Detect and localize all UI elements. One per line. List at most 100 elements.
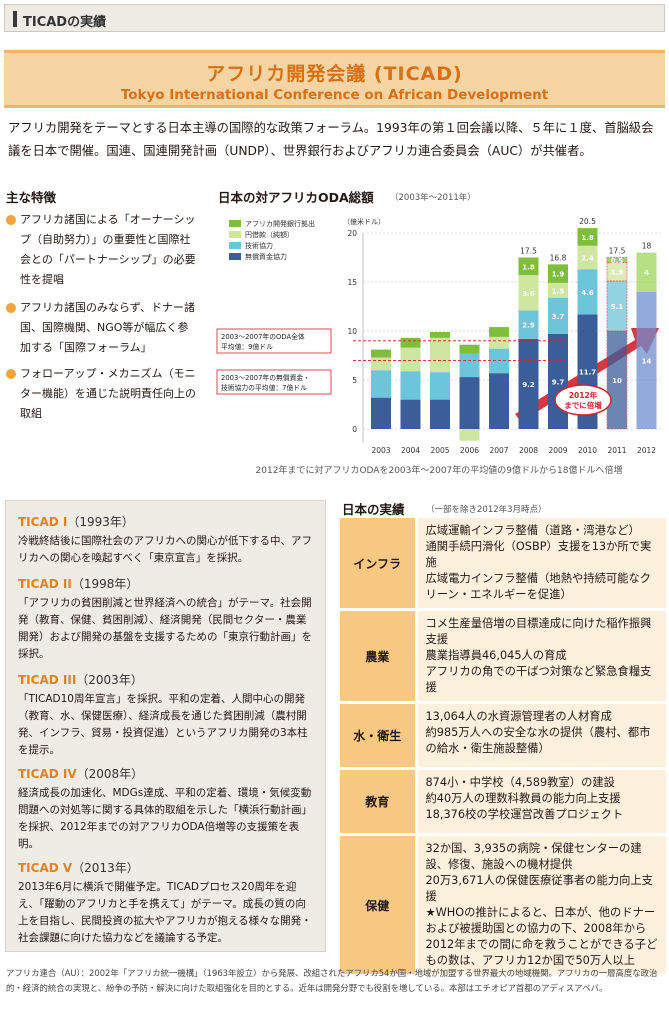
annotation-text: 2003～2007年の無償資金・ bbox=[221, 373, 310, 382]
legend-label: アフリカ開発銀行拠出 bbox=[245, 219, 315, 228]
bar-segment bbox=[548, 297, 568, 334]
bar-segment bbox=[577, 245, 598, 270]
row-category: 保健 bbox=[340, 834, 418, 977]
bar-segment bbox=[430, 331, 450, 338]
x-tick-label: 2003 bbox=[371, 446, 390, 455]
bar-segment bbox=[518, 310, 539, 339]
data-label: 3.7 bbox=[552, 313, 565, 321]
bullet-icon bbox=[6, 215, 16, 225]
history-year: （1998年） bbox=[71, 577, 139, 591]
history-year: （2003年） bbox=[76, 673, 143, 687]
row-category: 水・衛生 bbox=[340, 702, 418, 770]
data-label: 3.6 bbox=[522, 290, 535, 298]
annotation-box bbox=[216, 369, 332, 395]
data-label: 2.4 bbox=[581, 255, 594, 263]
history-item: TICAD V（2013年） 2013年6月に横浜で開催予定。TICADプロセス2… bbox=[18, 859, 316, 947]
feature-item: アフリカ諸国のみならず、ドナー諸国、国際機関、NGO等が幅広く参加する「国際フォ… bbox=[6, 298, 196, 358]
bar-segment bbox=[577, 269, 598, 315]
feature-text: アフリカ諸国のみならず、ドナー諸国、国際機関、NGO等が幅広く参加する「国際フォ… bbox=[20, 301, 196, 354]
table-row: 教育 874小・中学校（4,589教室）の建設 約40万人の理数科教員の能力向上支… bbox=[340, 768, 666, 836]
features-title: 主な特徴 bbox=[6, 190, 57, 205]
bar-segment bbox=[606, 257, 628, 263]
x-tick-label: 2004 bbox=[401, 446, 420, 455]
row-text: コメ生産量倍増の目標達成に向けた稲作振興支援 農業指導員46,045人の育成 ア… bbox=[416, 609, 666, 704]
bar-segment bbox=[400, 399, 421, 429]
doubling-badge bbox=[554, 384, 612, 416]
bullet-icon bbox=[6, 303, 16, 313]
section-header: TICADの実績 bbox=[4, 4, 665, 32]
bar-segment bbox=[430, 372, 450, 400]
bar-segment bbox=[518, 338, 539, 429]
x-tick-label: 2011 bbox=[607, 446, 626, 455]
section-title: TICADの実績 bbox=[23, 15, 107, 30]
legend-swatch bbox=[229, 242, 241, 249]
results-subtitle: （一部を除き2012年3月時点） bbox=[426, 505, 547, 515]
bar-segment bbox=[400, 347, 421, 372]
data-label: 1.9 bbox=[611, 269, 624, 277]
legend-swatch bbox=[229, 231, 241, 238]
y-tick-label: 15 bbox=[347, 278, 357, 287]
feature-text: アフリカ諸国による「オーナーシップ（自助努力）」の重要性と国際社会との「パートナ… bbox=[20, 213, 196, 286]
data-label: 9.2 bbox=[522, 381, 535, 389]
feature-item: アフリカ諸国による「オーナーシップ（自助努力）」の重要性と国際社会との「パートナ… bbox=[6, 210, 196, 290]
results-table: インフラ 広域運輸インフラ整備（道路・湾港など） 通関手続円滑化（OSBP）支援を… bbox=[340, 518, 666, 977]
banner-title-en: Tokyo International Conference on Africa… bbox=[120, 87, 549, 103]
x-tick-label: 2007 bbox=[489, 446, 508, 455]
x-tick-label: 2012 bbox=[637, 446, 656, 455]
history-item: TICAD III（2003年） 「TICAD10周年宣言」を採択。平和の定着、人… bbox=[18, 671, 316, 759]
history-desc: 「TICAD10周年宣言」を採択。平和の定着、人間中心の開発（教育、水、保健医療… bbox=[18, 693, 308, 756]
bar-segment bbox=[430, 337, 450, 373]
row-category: 農業 bbox=[340, 609, 418, 704]
history-item: TICAD IV（2008年） 経済成長の加速化、MDGs達成、平和の定着、環境・… bbox=[18, 765, 316, 853]
row-text: 874小・中学校（4,589教室）の建設 約40万人の理数科教員の能力向上支援 … bbox=[416, 768, 666, 836]
data-label: 4.6 bbox=[581, 289, 594, 297]
feature-item: フォローアップ・メカニズム（モニター機能）を通じた説明責任向上の取組 bbox=[6, 364, 196, 424]
doubling-text: までに倍増 bbox=[564, 400, 602, 410]
legend-label: 無償資金協力 bbox=[245, 252, 287, 261]
row-text: 32か国、3,935の病院・保健センターの建設、修復、施設への機材提供 20万3… bbox=[416, 834, 666, 977]
history-item: TICAD I（1993年） 冷戦終結後に国際社会のアフリカへの関心が低下する中、… bbox=[18, 513, 316, 567]
doubling-text: 2012年 bbox=[569, 390, 598, 400]
x-tick-label: 2005 bbox=[430, 446, 449, 455]
history-item: TICAD II（1998年） 「アフリカの貧困削減と世界経済への統合」がテーマ。… bbox=[18, 575, 316, 663]
y-tick-label: 10 bbox=[347, 327, 357, 336]
row-category: インフラ bbox=[340, 518, 418, 611]
history-desc: 経済成長の加速化、MDGs達成、平和の定着、環境・気候変動問題への対処等に関する… bbox=[18, 787, 312, 850]
data-label: 1.8 bbox=[522, 263, 535, 271]
annotation-box bbox=[216, 328, 332, 354]
results-title: 日本の実績 bbox=[342, 502, 405, 517]
annotation-text: 2003～2007年のODA全体 bbox=[221, 332, 305, 341]
total-label: 17.5 bbox=[609, 247, 626, 256]
table-row: インフラ 広域運輸インフラ整備（道路・湾港など） 通関手続円滑化（OSBP）支援を… bbox=[340, 518, 666, 611]
data-label: 2.9 bbox=[522, 322, 535, 330]
chart-note: 2012年までに対アフリカODAを2003年～2007年の平均値の9億ドルから1… bbox=[255, 466, 623, 476]
bar-segment bbox=[636, 291, 657, 429]
history-name: TICAD IV bbox=[18, 767, 77, 781]
table-row: 農業 コメ生産量倍増の目標達成に向けた稲作振興支援 農業指導員46,045人の育成… bbox=[340, 609, 666, 704]
legend-label: 技術協力 bbox=[245, 241, 273, 250]
row-text: 広域運輸インフラ整備（道路・湾港など） 通関手続円滑化（OSBP）支援を13か所… bbox=[416, 518, 666, 611]
table-row: 保健 32か国、3,935の病院・保健センターの建設、修復、施設への機材提供 20… bbox=[340, 834, 666, 977]
history-name: TICAD III bbox=[18, 673, 77, 687]
bar-segment bbox=[577, 228, 598, 246]
x-tick-label: 2009 bbox=[548, 446, 567, 455]
history-year: （1993年） bbox=[67, 515, 134, 529]
history-year: （2013年） bbox=[72, 861, 139, 875]
data-label: 0.5 bbox=[611, 257, 624, 265]
bar-segment bbox=[489, 348, 509, 374]
data-label: 4 bbox=[644, 269, 649, 277]
header-accent-bar bbox=[13, 11, 17, 27]
history-name: TICAD I bbox=[18, 515, 68, 529]
row-text: 13,064人の水資源管理者の人材育成 約985万人への安全な水の提供（農村、都… bbox=[416, 702, 666, 770]
history-desc: 2013年6月に横浜で開催予定。TICADプロセス20周年を迎え、「躍動のアフリ… bbox=[18, 881, 312, 944]
bar-segment bbox=[459, 344, 480, 354]
data-label: 11.7 bbox=[579, 369, 596, 377]
feature-text: フォローアップ・メカニズム（モニター機能）を通じた説明責任向上の取組 bbox=[20, 367, 196, 420]
bar-segment bbox=[459, 429, 480, 441]
legend-swatch bbox=[229, 220, 241, 227]
bar-segment bbox=[548, 264, 568, 283]
total-label: 16.8 bbox=[550, 253, 567, 262]
banner-title-ja: アフリカ開発会議 (TICAD) bbox=[206, 63, 463, 85]
y-axis-label: （億米ドル） bbox=[343, 217, 385, 226]
